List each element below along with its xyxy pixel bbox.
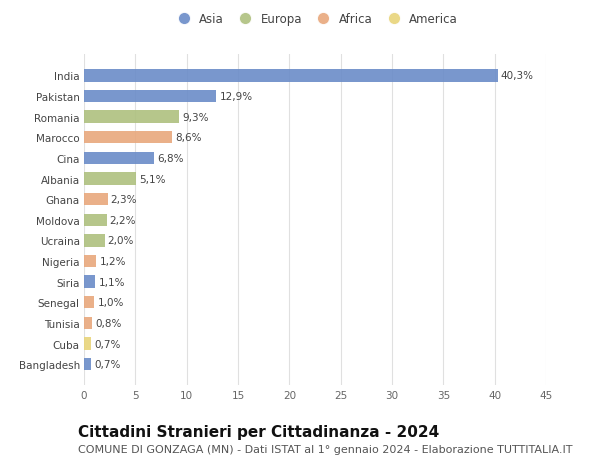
Text: 40,3%: 40,3% xyxy=(501,71,534,81)
Bar xyxy=(84,358,91,370)
Bar xyxy=(84,214,107,226)
Text: 5,1%: 5,1% xyxy=(139,174,166,184)
Bar xyxy=(84,255,97,268)
Bar xyxy=(84,338,91,350)
Text: Cittadini Stranieri per Cittadinanza - 2024: Cittadini Stranieri per Cittadinanza - 2… xyxy=(78,425,439,440)
Text: 2,2%: 2,2% xyxy=(110,215,136,225)
Bar xyxy=(84,317,92,330)
Bar xyxy=(84,152,154,165)
Text: 1,2%: 1,2% xyxy=(100,257,126,267)
Text: 2,3%: 2,3% xyxy=(110,195,137,205)
Text: 0,7%: 0,7% xyxy=(94,339,121,349)
Text: 6,8%: 6,8% xyxy=(157,154,184,163)
Bar xyxy=(84,276,95,288)
Text: 0,7%: 0,7% xyxy=(94,359,121,369)
Text: 2,0%: 2,0% xyxy=(107,236,134,246)
Bar xyxy=(84,194,107,206)
Bar xyxy=(84,235,104,247)
Bar xyxy=(84,70,498,83)
Text: 8,6%: 8,6% xyxy=(175,133,202,143)
Bar xyxy=(84,132,172,144)
Bar xyxy=(84,91,217,103)
Bar xyxy=(84,173,136,185)
Text: 12,9%: 12,9% xyxy=(220,92,253,102)
Text: COMUNE DI GONZAGA (MN) - Dati ISTAT al 1° gennaio 2024 - Elaborazione TUTTITALIA: COMUNE DI GONZAGA (MN) - Dati ISTAT al 1… xyxy=(78,444,572,454)
Bar xyxy=(84,297,94,309)
Bar xyxy=(84,111,179,123)
Text: 1,0%: 1,0% xyxy=(97,297,124,308)
Text: 1,1%: 1,1% xyxy=(98,277,125,287)
Text: 0,8%: 0,8% xyxy=(95,318,122,328)
Text: 9,3%: 9,3% xyxy=(182,112,209,123)
Legend: Asia, Europa, Africa, America: Asia, Europa, Africa, America xyxy=(167,8,463,30)
